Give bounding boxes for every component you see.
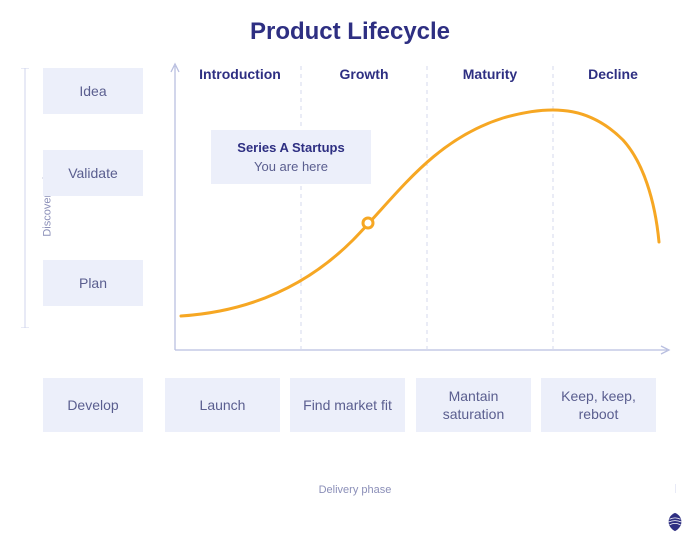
page-title: Product Lifecycle: [0, 0, 700, 46]
phase-maturity: Maturity: [429, 66, 551, 82]
stage-idea: Idea: [43, 68, 143, 114]
stage-maturity-box: Mantain saturation: [416, 378, 531, 432]
phase-decline: Decline: [555, 66, 671, 82]
chart-svg: [163, 60, 673, 360]
stage-develop: Develop: [43, 378, 143, 432]
stage-fit: Find market fit: [290, 378, 405, 432]
stage-validate: Validate: [43, 150, 143, 196]
phase-growth: Growth: [303, 66, 425, 82]
delivery-phase-label: Delivery phase: [35, 484, 675, 496]
phase-introduction: Introduction: [181, 66, 299, 82]
you-are-here-marker: [363, 218, 373, 228]
discovery-rail: [21, 68, 29, 328]
brand-logo-icon: [664, 511, 686, 533]
lifecycle-diagram: Discovery phase Idea Validate Plan Devel…: [35, 60, 680, 500]
stage-launch: Launch: [165, 378, 280, 432]
stage-decline-box: Keep, keep, reboot: [541, 378, 656, 432]
callout-subtitle: You are here: [225, 159, 357, 174]
series-a-callout: Series A Startups You are here: [211, 130, 371, 184]
callout-title: Series A Startups: [225, 140, 357, 155]
lifecycle-chart: Introduction Growth Maturity Decline Ser…: [163, 60, 673, 360]
stage-plan: Plan: [43, 260, 143, 306]
